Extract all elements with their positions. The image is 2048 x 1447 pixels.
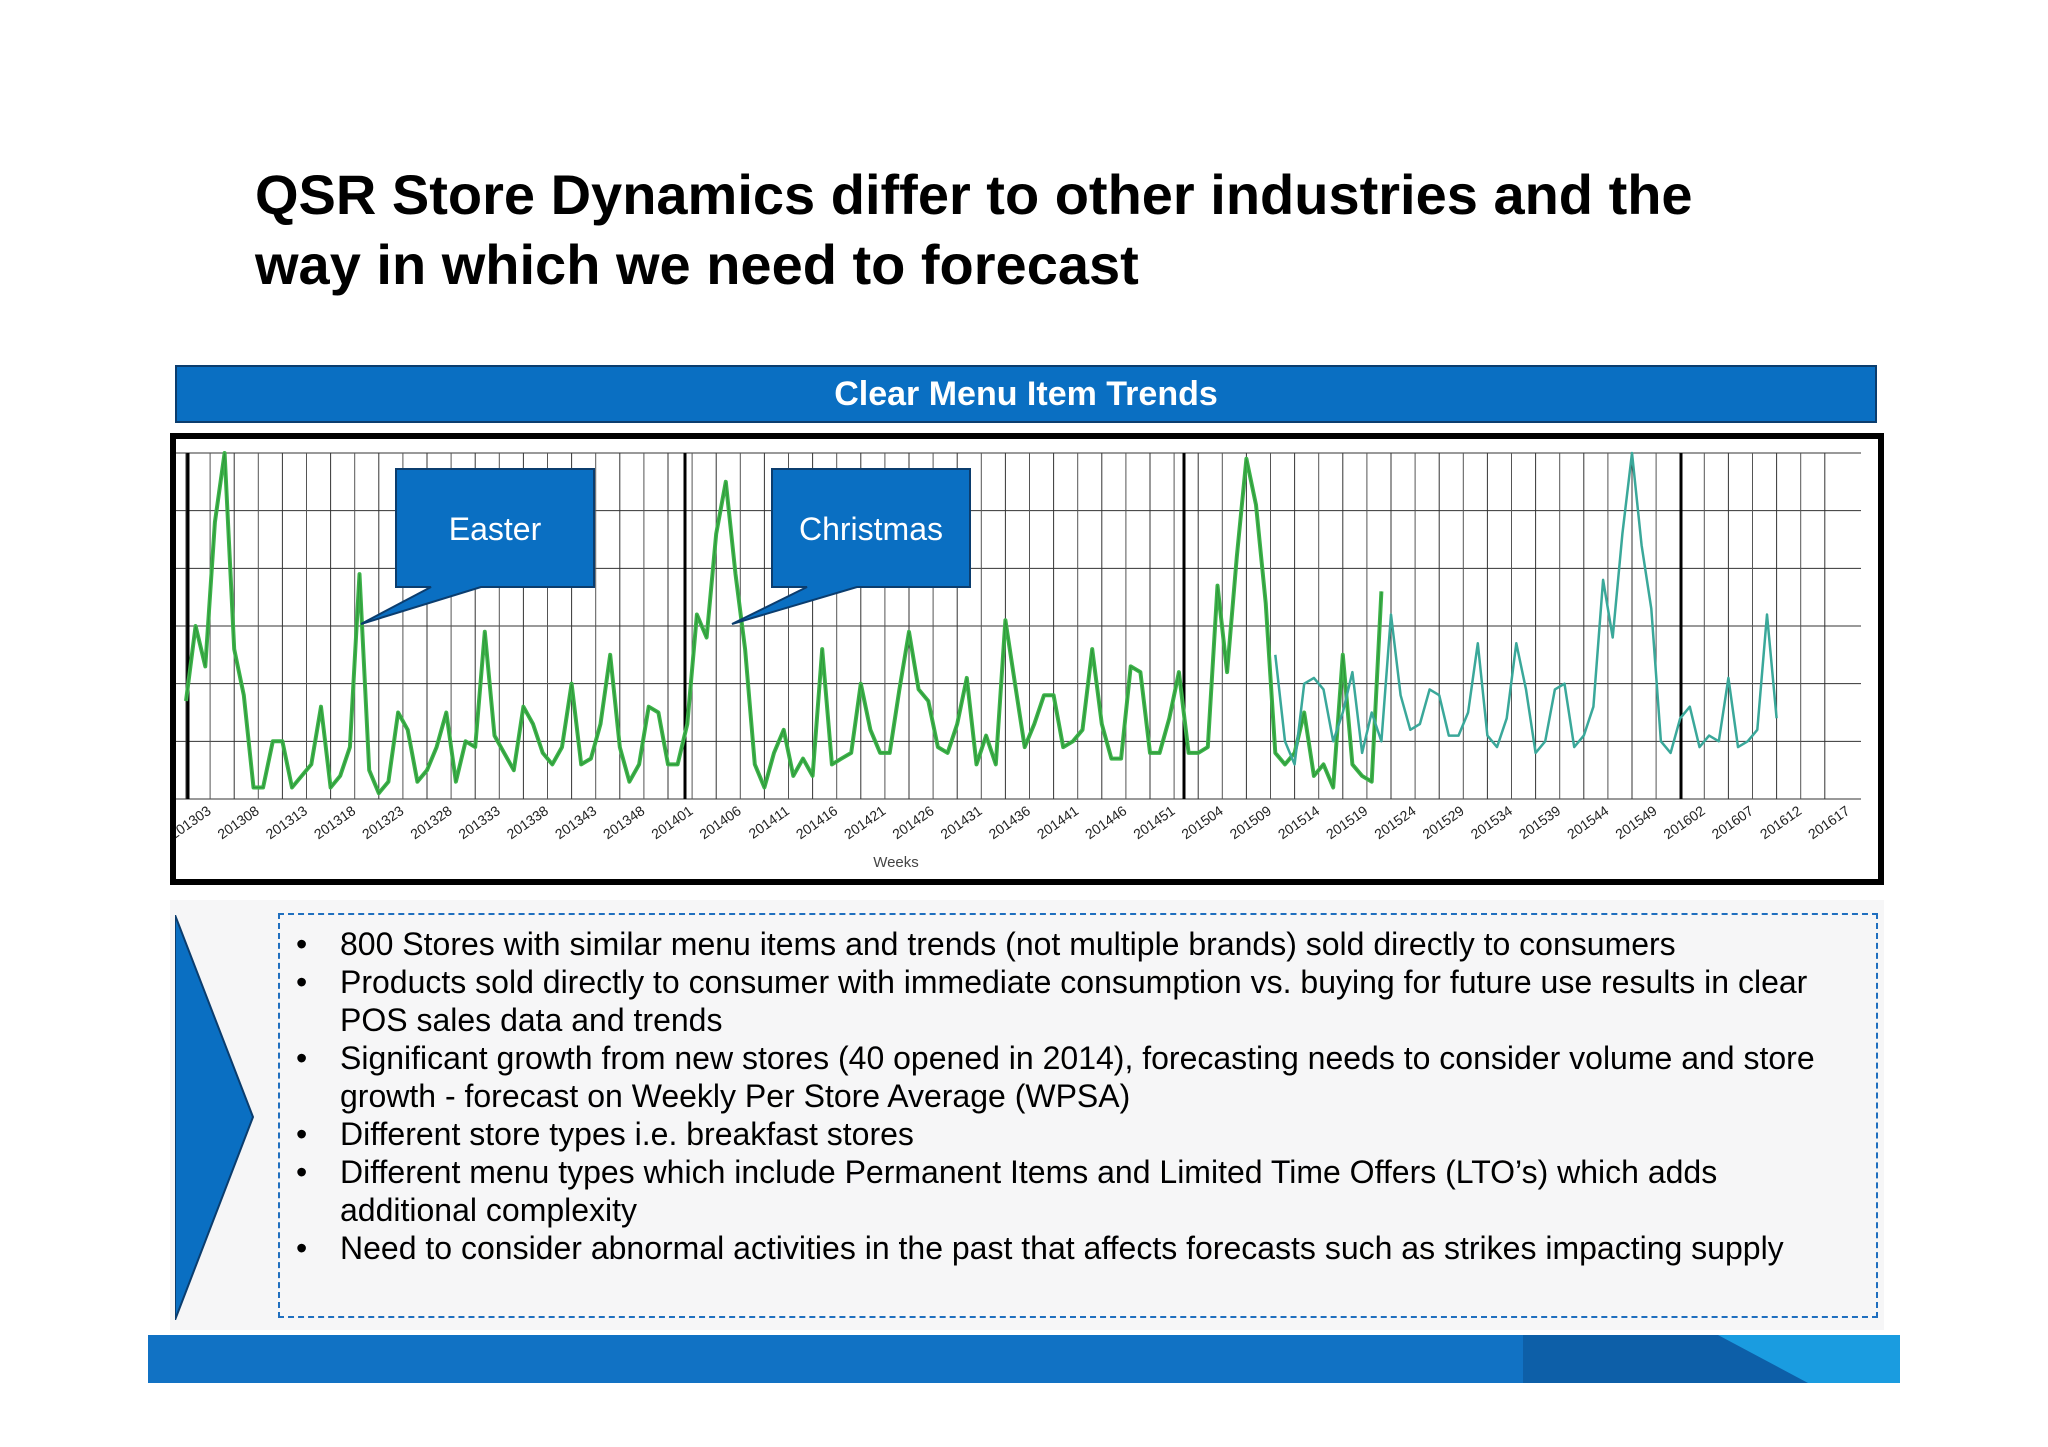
x-tick-label: 201436 [986, 802, 1034, 842]
x-tick-label: 201411 [746, 802, 793, 841]
callout-easter-label: Easter [449, 511, 542, 547]
x-tick-label: 201509 [1227, 802, 1275, 842]
x-tick-label: 201426 [889, 802, 937, 842]
callout-easter: Easter [360, 468, 595, 625]
callout-christmas: Christmas [731, 468, 971, 625]
bullet-panel-background [170, 900, 1884, 1330]
x-tick-label: 201308 [214, 802, 262, 842]
bullet-item: • Need to consider abnormal activities in… [296, 1229, 1836, 1267]
chevron-arrow-icon [175, 915, 255, 1320]
bullet-text: Need to consider abnormal activities in … [340, 1230, 1784, 1266]
x-tick-label: 201602 [1660, 802, 1708, 842]
callout-easter-shape [360, 468, 595, 625]
bullet-item: • Different store types i.e. breakfast st… [296, 1115, 1836, 1153]
x-tick-label: 201607 [1709, 802, 1757, 842]
series-line-actual-edge [185, 452, 1382, 795]
bullet-text: 800 Stores with similar menu items and t… [340, 926, 1676, 962]
x-tick-label: 201549 [1612, 802, 1660, 842]
x-tick-label: 201406 [696, 802, 744, 842]
bullet-symbol: • [296, 1116, 308, 1152]
x-tick-label: 201529 [1419, 802, 1467, 842]
x-tick-label: 201303 [176, 802, 214, 842]
x-tick-label: 201333 [455, 802, 503, 842]
series-line-forecast [1274, 451, 1778, 766]
bullet-item: • Significant growth from new stores (40 … [296, 1039, 1836, 1115]
x-axis-label: Weeks [873, 854, 919, 871]
x-tick-label: 201441 [1034, 802, 1082, 842]
bullet-symbol: • [296, 964, 308, 1000]
bullet-text: Products sold directly to consumer with … [340, 964, 1808, 1038]
chart-svg: 201303 201308 201313 201318 201323 201328 2013… [176, 451, 1861, 871]
x-tick-label: 201612 [1757, 802, 1805, 842]
x-tick-label: 201539 [1516, 802, 1564, 842]
x-tick-label: 201451 [1130, 802, 1178, 842]
x-tick-label: 201416 [793, 802, 841, 842]
x-tick-label: 201446 [1082, 802, 1130, 842]
bullet-symbol: • [296, 1230, 308, 1266]
title-line-1: QSR Store Dynamics differ to other indus… [255, 163, 1693, 226]
bullet-text: Significant growth from new stores (40 o… [340, 1040, 1815, 1114]
bullet-symbol: • [296, 926, 308, 962]
bullet-text: Different menu types which include Perma… [340, 1154, 1718, 1228]
title-line-2: way in which we need to forecast [255, 233, 1139, 296]
x-tick-label: 201348 [600, 802, 648, 842]
bullet-symbol: • [296, 1154, 308, 1190]
bullet-item: • 800 Stores with similar menu items and … [296, 925, 1836, 963]
footer-bar [148, 1335, 1900, 1383]
callout-christmas-shape [731, 468, 971, 625]
x-tick-label: 201401 [648, 802, 696, 842]
bullet-text: Different store types i.e. breakfast sto… [340, 1116, 914, 1152]
bullet-item: • Different menu types which include Perm… [296, 1153, 1836, 1229]
x-tick-label: 201519 [1323, 802, 1371, 842]
x-tick-label: 201323 [359, 802, 407, 842]
x-tick-label: 201318 [311, 802, 359, 842]
x-tick-label: 201514 [1275, 802, 1323, 842]
x-tick-label: 201421 [841, 802, 889, 842]
x-tick-label: 201534 [1468, 802, 1516, 842]
x-tick-label: 201431 [937, 802, 985, 842]
x-tick-label: 201504 [1178, 802, 1226, 842]
x-tick-label: 201524 [1371, 802, 1419, 842]
bullet-item: • Products sold directly to consumer with… [296, 963, 1836, 1039]
trend-chart: 201303 201308 201313 201318 201323 201328 2013… [170, 433, 1884, 885]
bullet-list: • 800 Stores with similar menu items and … [296, 925, 1836, 1267]
slide-title: QSR Store Dynamics differ to other indus… [255, 160, 1905, 300]
x-tick-label: 201313 [263, 802, 311, 842]
callout-christmas-label: Christmas [799, 511, 943, 547]
x-tick-label: 201343 [552, 802, 600, 842]
x-tick-label: 201617 [1805, 802, 1853, 842]
x-tick-label: 201544 [1564, 802, 1612, 842]
bullet-symbol: • [296, 1040, 308, 1076]
x-tick-label: 201338 [504, 802, 552, 842]
bullet-list-box: • 800 Stores with similar menu items and … [278, 913, 1878, 1318]
x-tick-label: 201328 [407, 802, 455, 842]
section-header: Clear Menu Item Trends [175, 365, 1877, 423]
